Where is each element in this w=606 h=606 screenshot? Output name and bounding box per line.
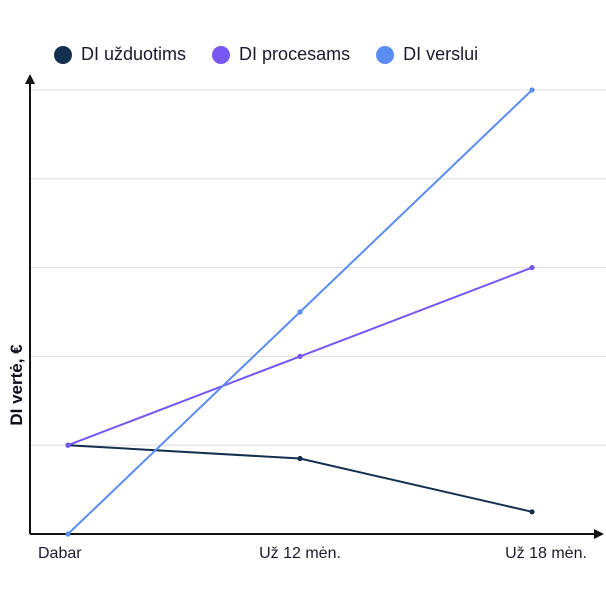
legend: DI užduotims DI procesams DI verslui xyxy=(54,44,478,65)
legend-item-procesams: DI procesams xyxy=(212,44,350,65)
data-point xyxy=(297,455,303,462)
x-axis-arrow xyxy=(594,529,604,539)
x-tick-labels: Dabar Už 12 mėn. Už 18 mėn. xyxy=(38,545,587,562)
legend-swatch-verslui xyxy=(376,45,395,64)
legend-swatch-procesams xyxy=(212,45,231,64)
data-point xyxy=(297,309,303,315)
data-point xyxy=(529,87,535,93)
legend-swatch-uzduotims xyxy=(54,45,72,64)
data-point xyxy=(65,531,71,537)
data-point xyxy=(529,509,535,515)
series-lines xyxy=(65,87,535,537)
x-tick-label: Dabar xyxy=(38,545,82,562)
y-axis-arrow xyxy=(25,74,35,84)
y-axis-label: DI vertė, € xyxy=(7,344,26,426)
data-point xyxy=(297,353,303,359)
legend-label-uzduotims: DI užduotims xyxy=(81,44,187,64)
axes xyxy=(25,74,604,539)
legend-label-verslui: DI verslui xyxy=(403,44,479,64)
legend-label-procesams: DI procesams xyxy=(239,44,351,64)
series-line-0 xyxy=(67,444,533,513)
gridlines xyxy=(30,89,606,446)
data-point xyxy=(529,265,535,271)
legend-item-uzduotims: DI užduotims xyxy=(54,44,186,65)
x-tick-label: Už 12 mėn. xyxy=(259,545,341,562)
legend-item-verslui: DI verslui xyxy=(376,44,478,65)
data-point xyxy=(65,442,71,448)
x-tick-label: Už 18 mėn. xyxy=(505,545,587,562)
